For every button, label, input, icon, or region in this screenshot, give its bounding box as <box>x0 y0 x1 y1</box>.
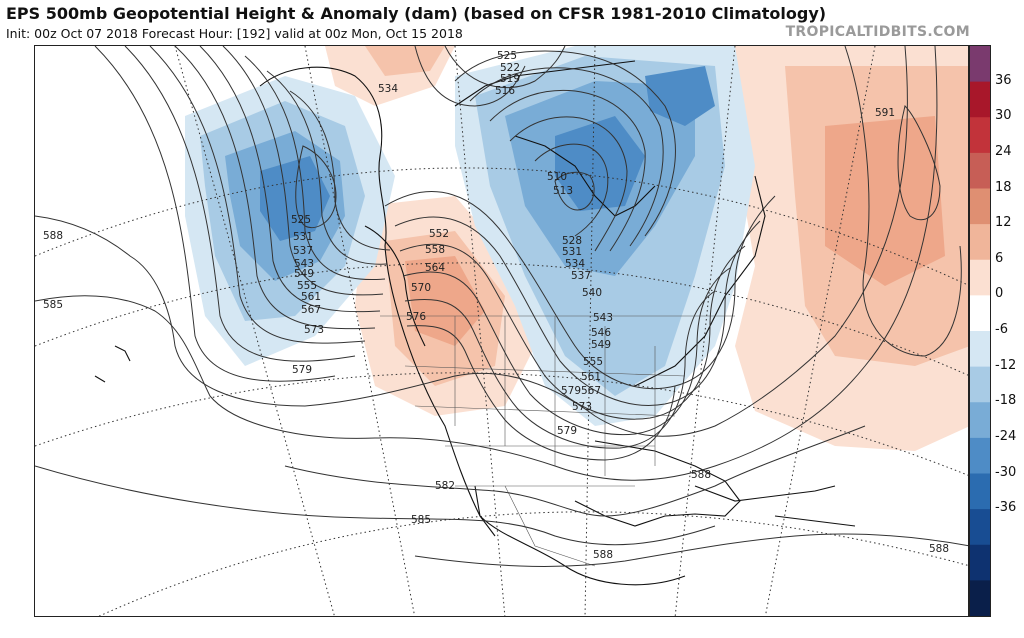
contour-label: 516 <box>495 85 515 97</box>
colorbar-tick-label: -36 <box>995 500 1017 516</box>
contour-label: 537 <box>571 270 591 282</box>
contour-label: 555 <box>297 280 317 292</box>
colorbar-swatch <box>970 295 990 332</box>
map-title: EPS 500mb Geopotential Height & Anomaly … <box>6 4 827 23</box>
colorbar-tick-label: -30 <box>995 464 1017 480</box>
colorbar-swatch <box>970 366 990 403</box>
contour-label: 588 <box>593 549 613 561</box>
graticule <box>35 46 968 616</box>
colorbar-swatch <box>970 152 990 189</box>
colorbar-tick-label: -24 <box>995 428 1017 444</box>
contour-label: 528 <box>562 235 582 247</box>
colorbar-tick-label: 6 <box>995 250 1004 266</box>
contour-label: 585 <box>411 514 431 526</box>
contour-label: 558 <box>425 244 445 256</box>
contour-label: 546 <box>591 327 611 339</box>
contour-label: 591 <box>875 107 895 119</box>
contour-label: 561 <box>301 291 321 303</box>
contour-label: 543 <box>593 312 613 324</box>
contour-label: 573 <box>572 401 592 413</box>
contour-label: 588 <box>929 543 949 555</box>
contour-label: 573 <box>304 324 324 336</box>
colorbar-tick-label: 24 <box>995 143 1012 159</box>
colorbar-swatch <box>970 402 990 439</box>
contour-label: 588 <box>691 469 711 481</box>
colorbar-swatch <box>970 580 990 616</box>
contour-label: 543 <box>294 258 314 270</box>
contour-label: 549 <box>591 339 611 351</box>
contour-label: 525 <box>497 50 517 62</box>
contour-label: 525 <box>291 214 311 226</box>
contour-label: 534 <box>378 83 398 95</box>
contour-label: 579 <box>292 364 312 376</box>
contour-label: 582 <box>435 480 455 492</box>
contour-label: 531 <box>562 246 582 258</box>
colorbar-swatch <box>970 117 990 154</box>
contour-label: 522 <box>500 62 520 74</box>
colorbar-swatch <box>970 81 990 118</box>
contour-label: 534 <box>565 258 585 270</box>
map-panel: 534 525 522 519 516 510 513 528 531 534 … <box>34 45 969 617</box>
contour-label: 585 <box>43 299 63 311</box>
colorbar-tick-label: -6 <box>995 322 1008 337</box>
brand-watermark: TROPICALTIDBITS.COM <box>785 24 970 40</box>
colorbar-tick-label: 18 <box>995 179 1012 195</box>
contour-label: 555 <box>583 356 603 368</box>
contour-label: 549 <box>294 268 314 280</box>
contour-label: 588 <box>43 230 63 242</box>
colorbar-swatch <box>970 188 990 225</box>
height-contours <box>35 46 968 567</box>
anomaly-colorbar <box>969 45 991 617</box>
contour-label: 570 <box>411 282 431 294</box>
colorbar-swatch <box>970 259 990 296</box>
colorbar-swatch <box>970 544 990 581</box>
colorbar-swatch <box>970 46 990 83</box>
map-canvas: 534 525 522 519 516 510 513 528 531 534 … <box>35 46 968 616</box>
colorbar-swatch <box>970 224 990 261</box>
contour-labels: 534 525 522 519 516 510 513 528 531 534 … <box>43 50 949 561</box>
colorbar-swatch <box>970 437 990 474</box>
contour-label: 552 <box>429 228 449 240</box>
contour-label: 579 <box>561 385 581 397</box>
contour-label: 576 <box>406 311 426 323</box>
colorbar-swatches <box>970 46 990 616</box>
contour-label: 531 <box>293 231 313 243</box>
colorbar-tick-label: 0 <box>995 286 1004 302</box>
contour-label: 567 <box>301 304 321 316</box>
contour-label: 579 <box>557 425 577 437</box>
contour-label: 519 <box>500 73 520 85</box>
contour-label: 567 <box>581 385 601 397</box>
colorbar-swatch <box>970 331 990 368</box>
colorbar-tick-label: 36 <box>995 72 1012 88</box>
contour-label: 510 <box>547 171 567 183</box>
colorbar-tick-label: 30 <box>995 108 1012 124</box>
contour-label: 540 <box>582 287 602 299</box>
colorbar-tick-label: 12 <box>995 215 1012 231</box>
map-subtitle: Init: 00z Oct 07 2018 Forecast Hour: [19… <box>6 26 463 41</box>
colorbar-tick-label: -18 <box>995 393 1017 409</box>
contour-label: 561 <box>581 371 601 383</box>
contour-label: 564 <box>425 262 445 274</box>
colorbar-swatch <box>970 473 990 510</box>
contour-label: 513 <box>553 185 573 197</box>
colorbar-swatch <box>970 509 990 546</box>
colorbar-tick-label: -12 <box>995 357 1017 373</box>
contour-label: 537 <box>293 245 313 257</box>
